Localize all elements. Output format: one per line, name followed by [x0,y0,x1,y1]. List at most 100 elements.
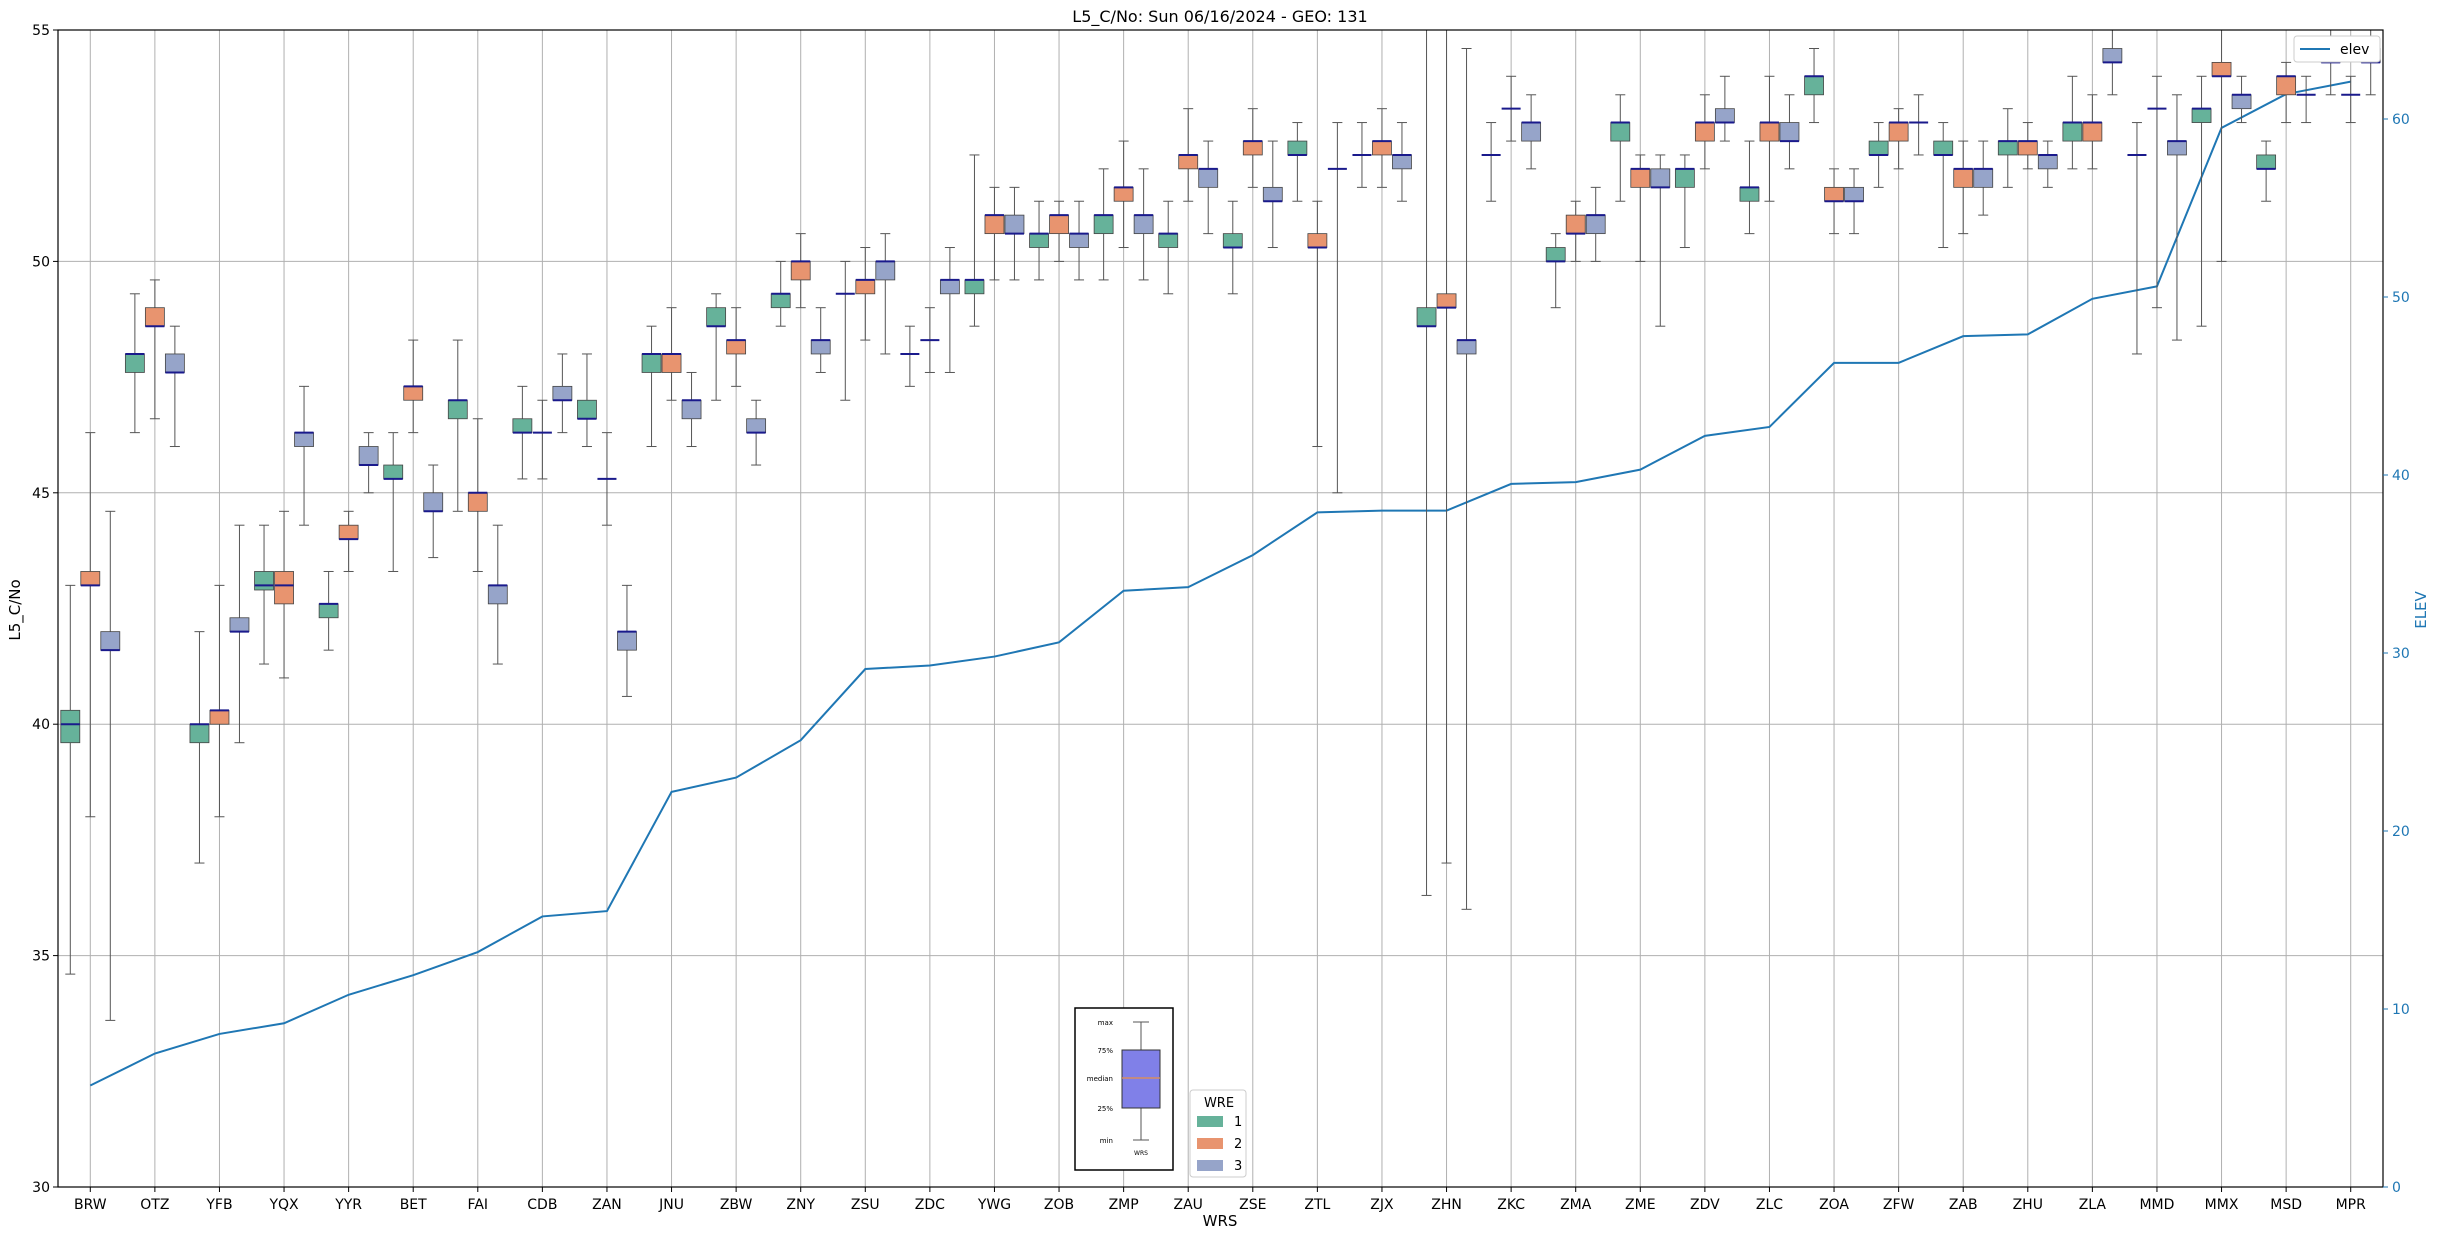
y-tick-label: 55 [32,23,50,39]
box-wre3 [681,371,702,448]
y-tick-label: 30 [32,1180,50,1196]
box-wre1 [1997,108,2018,188]
x-tick-label: MMX [2205,1197,2239,1213]
box-iqr [1759,122,1780,142]
box-wre1 [60,584,81,975]
box-wre2 [532,399,552,480]
box-wre2 [984,186,1005,281]
box-wre1 [383,432,404,572]
box-wre2 [2017,122,2038,170]
box-iqr [512,418,533,434]
box-wre2 [2147,75,2167,309]
box-wre3 [2296,75,2316,124]
box-iqr [383,464,404,480]
box-wre3 [1004,186,1025,281]
x-tick-label: JNU [658,1197,684,1213]
box-wre2 [144,279,165,420]
box-iqr [2191,108,2212,123]
box-iqr [770,293,791,309]
box-wre3 [1973,140,1994,216]
wre-legend-label-1: 1 [1234,1115,1242,1130]
box-wre1 [189,631,210,864]
grid-lines [58,29,2383,1188]
box-wre2 [467,418,488,572]
box-wre2 [1694,94,1715,170]
box-wre1 [1933,122,1954,249]
box-layer [60,29,2381,1021]
box-wre1 [2256,140,2277,202]
plot-frame [57,29,2384,1188]
x-tick-label: YYR [334,1197,362,1213]
x-tick-label: YWG [977,1197,1011,1213]
box-wre2 [274,510,294,679]
y-tick-label: 35 [32,949,50,965]
box-iqr [1545,247,1566,262]
x-tick-label: ZBW [720,1197,753,1213]
box-iqr [294,432,314,447]
x-tick-label: ZOA [1819,1197,1849,1213]
box-wre1 [1610,94,1631,202]
box-wre3 [1779,94,1800,170]
box-iqr [467,492,488,512]
box-iqr [1242,140,1263,156]
x-tick-label: ZFW [1883,1197,1915,1213]
box-iqr [552,385,573,401]
box-wre2 [1565,200,1586,262]
box-iqr [447,399,468,420]
wre-legend: WRE 1 2 3 [1189,1089,1247,1178]
box-iqr [2017,140,2038,156]
box-wre2 [1049,200,1069,262]
box-iqr [338,524,359,540]
box-iqr [1113,186,1134,202]
wre-legend-title: WRE [1204,1096,1234,1111]
box-iqr [1029,233,1049,248]
box-iqr [617,631,637,651]
box-iqr [641,353,662,373]
box-wre1 [770,260,791,327]
box-wre3 [746,399,767,466]
x-tick-label: ZJX [1370,1197,1394,1213]
box-wre3 [939,247,960,373]
box-iqr [274,571,294,605]
box-wre1 [964,154,985,327]
x-tick-label: ZTL [1304,1197,1330,1213]
box-wre3 [2231,75,2252,124]
elev-legend-label: elev [2340,42,2369,58]
wre-legend-label-2: 2 [1234,1137,1242,1152]
box-wre3 [100,510,121,1021]
x-tick-label: ZLC [1756,1197,1783,1213]
box-iqr [2231,94,2252,110]
box-wre3 [1198,140,1219,235]
box-iqr [1222,233,1243,248]
elev-line-layer [89,80,2351,1087]
box-iqr [577,399,597,420]
box-wre3 [1585,186,1606,262]
box-iqr [681,399,702,420]
box-wre3 [875,233,896,355]
box-wre2 [597,432,617,526]
box-wre3 [358,432,379,494]
y2-tick-label: 0 [2392,1180,2401,1196]
box-iqr [144,307,165,327]
box-wre1 [124,293,145,434]
box-wre3 [2037,140,2058,188]
box-plot-key-inset: max 75% median 25% min WRS [1074,1007,1174,1171]
x-tick-label: ZDC [915,1197,945,1213]
box-iqr [1372,140,1392,156]
y-tick-label: 40 [32,717,50,733]
box-iqr [1779,122,1800,142]
x-tick-label: ZHU [2013,1197,2043,1213]
box-wre1 [1029,200,1049,281]
box-iqr [2167,140,2187,156]
box-wre1 [1545,233,1566,309]
box-wre3 [294,385,314,526]
box-iqr [964,279,985,295]
box-iqr [60,709,81,744]
box-iqr [1436,293,1457,309]
box-wre1 [1093,168,1114,281]
box-wre2 [1953,140,1974,235]
box-wre2 [1242,108,1263,188]
wre-legend-swatch-3 [1197,1160,1223,1171]
box-iqr [855,279,876,295]
